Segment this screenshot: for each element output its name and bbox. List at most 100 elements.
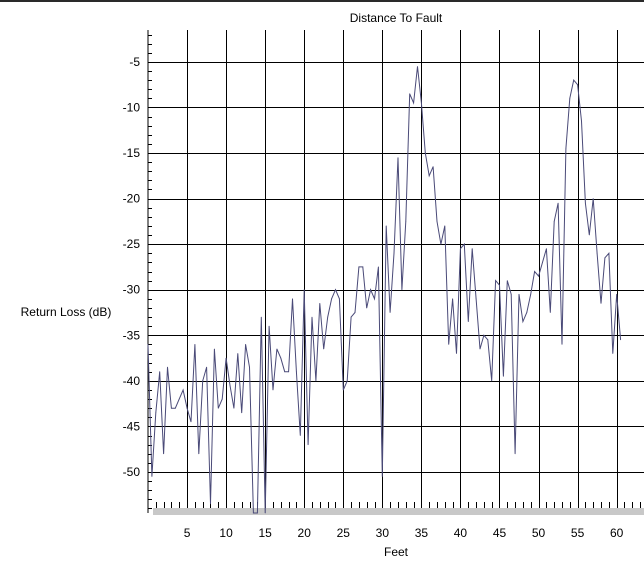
data-point: [331, 298, 332, 300]
data-point: [346, 380, 348, 382]
data-point: [428, 175, 430, 177]
data-point: [288, 371, 289, 373]
y-tick-label: -10: [123, 100, 141, 114]
data-point: [272, 389, 274, 391]
data-point: [296, 371, 297, 373]
data-point: [241, 412, 243, 414]
data-point: [588, 234, 590, 236]
data-point: [335, 289, 336, 291]
data-point: [448, 344, 450, 345]
data-point: [268, 325, 270, 327]
data-point: [217, 407, 219, 409]
data-point: [362, 266, 364, 268]
data-point: [581, 120, 582, 122]
data-point: [323, 348, 325, 350]
data-point: [546, 248, 547, 250]
data-points: [147, 66, 621, 514]
data-point: [339, 298, 340, 300]
data-point: [233, 407, 235, 409]
data-point: [147, 344, 149, 345]
data-point: [163, 453, 165, 455]
data-point: [319, 303, 321, 304]
y-tick-label: -15: [123, 146, 141, 160]
data-point: [393, 252, 395, 254]
x-tick-label: 5: [184, 526, 191, 540]
data-point: [620, 339, 621, 341]
data-point: [436, 221, 438, 222]
x-tick-label: 60: [610, 526, 624, 540]
data-point: [245, 344, 247, 345]
data-point: [514, 453, 516, 455]
data-point: [573, 79, 575, 81]
plot-area: [148, 30, 644, 513]
data-point: [577, 84, 578, 86]
data-point: [171, 407, 172, 409]
data-point: [260, 316, 262, 318]
y-axis-label: Return Loss (dB): [21, 305, 112, 319]
data-point: [182, 389, 184, 391]
data-point: [499, 284, 500, 286]
data-point: [409, 93, 411, 95]
data-point: [342, 389, 344, 391]
data-point: [174, 407, 176, 409]
data-point: [542, 262, 543, 263]
data-point: [530, 293, 532, 295]
data-point: [276, 348, 278, 350]
y-tick-label: -30: [123, 283, 141, 297]
data-point: [155, 412, 157, 414]
data-point: [444, 225, 446, 227]
y-tick-label: -25: [123, 237, 141, 251]
data-point: [417, 66, 418, 67]
data-point: [600, 303, 602, 304]
x-tick-labels: 5 10 15 20 25 30 35 40 45 50 55 60: [184, 526, 624, 540]
x-tick-label: 15: [258, 526, 272, 540]
data-point: [604, 257, 606, 259]
data-point: [225, 357, 227, 359]
x-tick-label: 20: [298, 526, 312, 540]
data-point: [210, 503, 211, 505]
data-point: [596, 252, 598, 254]
y-tick-label: -50: [123, 465, 141, 479]
data-point: [557, 202, 559, 204]
data-point: [378, 266, 379, 268]
data-point: [264, 512, 266, 514]
data-point: [432, 166, 434, 168]
x-tick-label: 45: [493, 526, 507, 540]
data-point: [194, 344, 196, 345]
data-point: [456, 353, 457, 354]
data-point: [405, 221, 407, 222]
data-point: [612, 353, 614, 354]
data-point: [503, 375, 504, 377]
y-tick-label: -45: [123, 419, 141, 433]
x-tick-label: 10: [219, 526, 233, 540]
data-point: [440, 243, 442, 245]
return-loss-series-line: [147, 66, 622, 514]
data-point: [522, 321, 524, 322]
data-point: [315, 380, 317, 382]
data-point: [366, 307, 368, 309]
data-point: [389, 312, 391, 313]
data-point: [518, 293, 520, 295]
data-point: [471, 248, 473, 250]
x-axis-label: Feet: [384, 545, 409, 559]
data-point: [385, 225, 387, 227]
y-tick-label: -40: [123, 374, 141, 388]
data-point: [401, 289, 403, 291]
data-point: [569, 97, 571, 99]
data-point: [292, 298, 293, 300]
x-tick-label: 35: [415, 526, 429, 540]
top-border: [0, 0, 644, 2]
data-point: [479, 348, 481, 350]
data-point: [327, 316, 329, 318]
x-tick-label: 55: [571, 526, 585, 540]
data-point: [549, 312, 551, 313]
data-point: [214, 348, 215, 350]
data-point: [178, 398, 180, 400]
data-point: [397, 157, 399, 159]
data-point: [370, 289, 371, 291]
data-point: [167, 366, 168, 368]
data-point: [229, 385, 231, 386]
x-tick-label: 25: [337, 526, 351, 540]
data-point: [565, 148, 567, 149]
data-point: [151, 476, 153, 477]
